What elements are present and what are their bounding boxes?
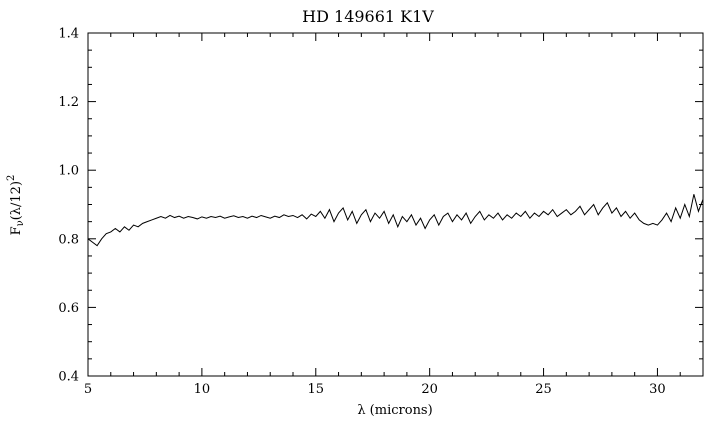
y-tick-label: 1.0 — [58, 164, 79, 179]
axis-box — [87, 32, 704, 377]
spectrum-line — [87, 194, 704, 247]
x-tick-label: 25 — [535, 382, 552, 397]
y-tick-label: 1.4 — [58, 27, 79, 42]
x-axis-label: λ (microns) — [357, 403, 432, 418]
plot-area: 5 10 15 20 25 30 0.4 0.6 0.8 1.0 1.2 1.4 — [58, 27, 704, 397]
x-tick-label: 20 — [421, 382, 438, 397]
y-tick-label: 0.4 — [58, 370, 79, 385]
y-tick-label: 0.6 — [58, 301, 79, 316]
chart-title: HD 149661 K1V — [302, 7, 434, 26]
x-tick-label: 30 — [649, 382, 666, 397]
x-tick-label: 10 — [194, 382, 211, 397]
y-tick-label: 1.2 — [58, 95, 79, 110]
x-tick-label: 15 — [308, 382, 325, 397]
y-tick-label: 0.8 — [58, 232, 79, 247]
x-tick-label: 5 — [84, 382, 92, 397]
y-axis-label: Fν(λ/12)2 — [6, 175, 26, 236]
